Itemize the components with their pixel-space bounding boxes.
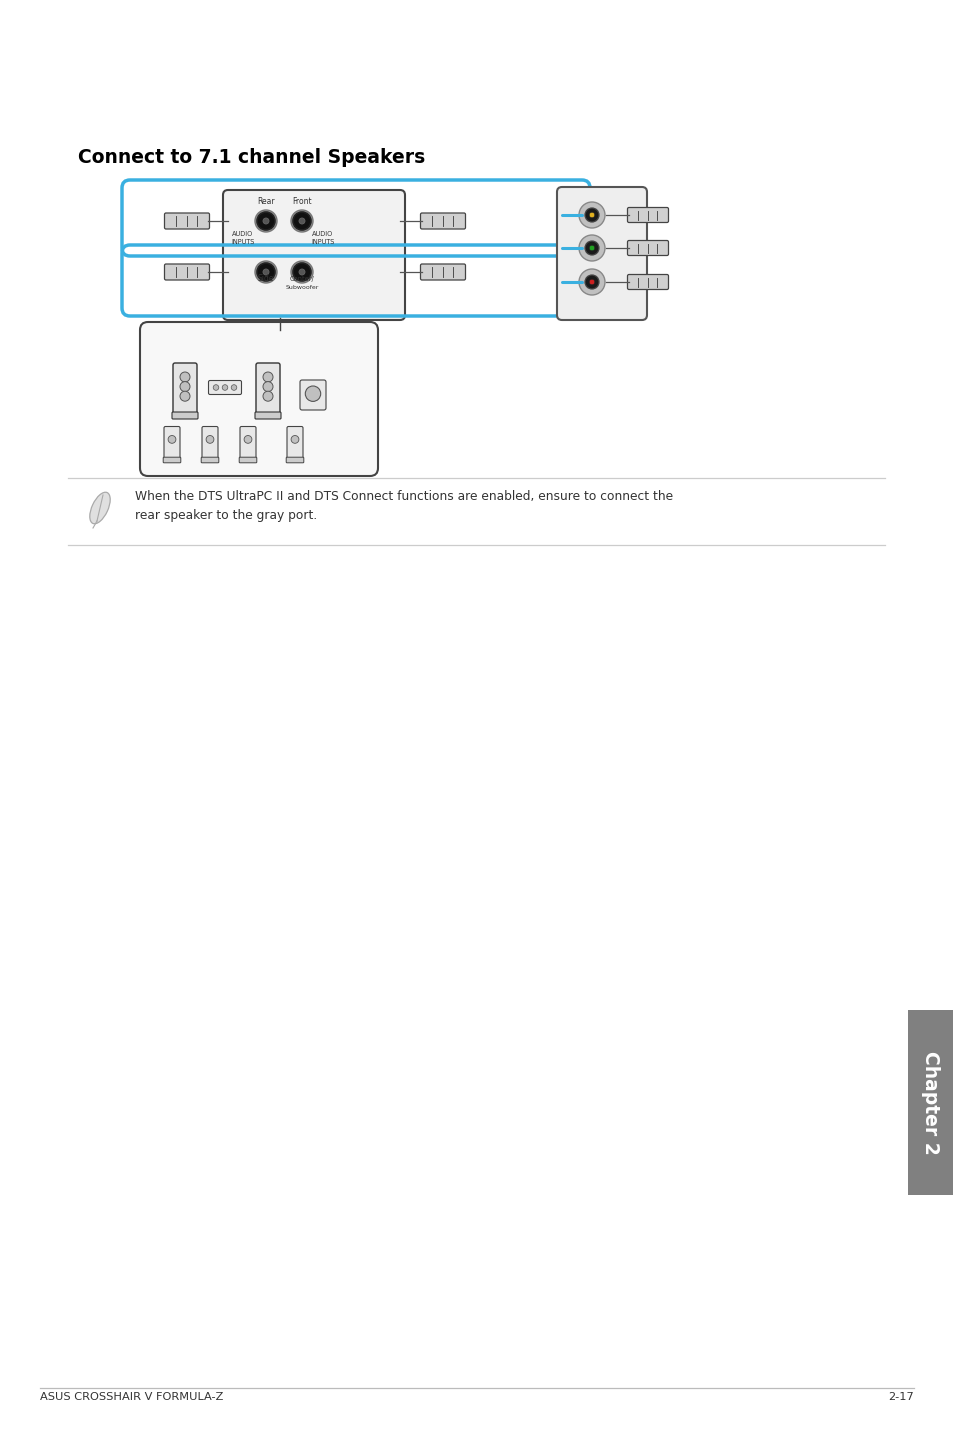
Circle shape	[584, 275, 598, 289]
Circle shape	[584, 242, 598, 255]
FancyBboxPatch shape	[172, 362, 196, 416]
Circle shape	[263, 219, 269, 224]
Circle shape	[263, 381, 273, 391]
FancyBboxPatch shape	[255, 362, 280, 416]
Circle shape	[291, 210, 313, 232]
Circle shape	[206, 436, 213, 443]
FancyBboxPatch shape	[420, 265, 465, 280]
Text: Rear: Rear	[257, 197, 274, 206]
Circle shape	[231, 385, 236, 390]
Text: Subwoofer: Subwoofer	[285, 285, 318, 290]
Circle shape	[256, 211, 274, 230]
FancyBboxPatch shape	[907, 1009, 953, 1195]
Circle shape	[578, 269, 604, 295]
Circle shape	[256, 263, 274, 280]
Text: Chapter 2: Chapter 2	[921, 1051, 940, 1155]
FancyBboxPatch shape	[164, 427, 180, 460]
Circle shape	[589, 213, 594, 217]
FancyBboxPatch shape	[627, 240, 668, 256]
FancyBboxPatch shape	[254, 413, 281, 418]
FancyBboxPatch shape	[627, 275, 668, 289]
Text: 2-17: 2-17	[887, 1392, 913, 1402]
Text: Connect to 7.1 channel Speakers: Connect to 7.1 channel Speakers	[78, 148, 425, 167]
Circle shape	[213, 385, 218, 390]
Circle shape	[263, 372, 273, 383]
Circle shape	[180, 381, 190, 391]
Circle shape	[263, 269, 269, 275]
Text: AUDIO
INPUTS: AUDIO INPUTS	[311, 232, 335, 244]
Circle shape	[263, 391, 273, 401]
Circle shape	[168, 436, 175, 443]
FancyBboxPatch shape	[239, 457, 256, 463]
Text: ASUS CROSSHAIR V FORMULA-Z: ASUS CROSSHAIR V FORMULA-Z	[40, 1392, 223, 1402]
Text: Side: Side	[257, 275, 274, 283]
Text: AUDIO
INPUTS: AUDIO INPUTS	[231, 232, 254, 244]
FancyBboxPatch shape	[164, 265, 210, 280]
Text: Front: Front	[292, 197, 312, 206]
FancyBboxPatch shape	[223, 190, 405, 321]
Circle shape	[254, 210, 276, 232]
Circle shape	[298, 269, 305, 275]
Circle shape	[293, 211, 311, 230]
FancyBboxPatch shape	[202, 427, 218, 460]
Circle shape	[180, 391, 190, 401]
Circle shape	[578, 201, 604, 229]
Text: When the DTS UltraPC II and DTS Connect functions are enabled, ensure to connect: When the DTS UltraPC II and DTS Connect …	[135, 490, 673, 522]
FancyBboxPatch shape	[420, 213, 465, 229]
Circle shape	[291, 262, 313, 283]
FancyBboxPatch shape	[557, 187, 646, 321]
Circle shape	[291, 436, 298, 443]
FancyBboxPatch shape	[627, 207, 668, 223]
Circle shape	[222, 385, 228, 390]
Ellipse shape	[90, 492, 111, 523]
Circle shape	[244, 436, 252, 443]
FancyBboxPatch shape	[140, 322, 377, 476]
Circle shape	[589, 279, 594, 285]
Text: Center/: Center/	[290, 276, 314, 282]
FancyBboxPatch shape	[201, 457, 218, 463]
Circle shape	[578, 234, 604, 262]
Circle shape	[305, 385, 320, 401]
FancyBboxPatch shape	[299, 380, 326, 410]
FancyBboxPatch shape	[163, 457, 181, 463]
Circle shape	[298, 219, 305, 224]
FancyBboxPatch shape	[240, 427, 255, 460]
Circle shape	[180, 372, 190, 383]
FancyBboxPatch shape	[287, 427, 303, 460]
Circle shape	[293, 263, 311, 280]
FancyBboxPatch shape	[172, 413, 198, 418]
Circle shape	[254, 262, 276, 283]
FancyBboxPatch shape	[164, 213, 210, 229]
Circle shape	[584, 209, 598, 221]
Circle shape	[589, 246, 594, 250]
FancyBboxPatch shape	[286, 457, 303, 463]
FancyBboxPatch shape	[209, 381, 241, 394]
